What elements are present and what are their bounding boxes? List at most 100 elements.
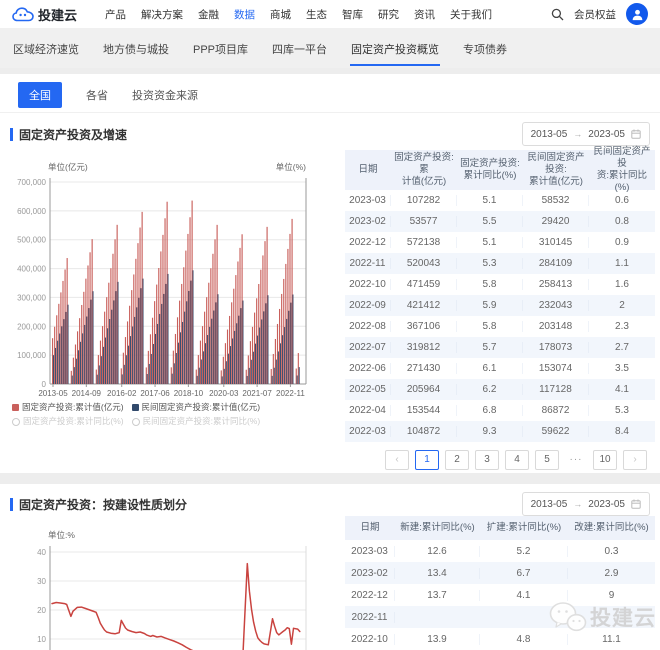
subnav-item-PPP项目库[interactable]: PPP项目库 xyxy=(193,44,249,56)
cell-value: 153544 xyxy=(391,405,457,416)
table-row: 2022-09 421412 5.9 232043 2 xyxy=(345,295,655,316)
svg-text:500,000: 500,000 xyxy=(17,236,46,245)
search-icon[interactable] xyxy=(551,8,564,21)
svg-text:40: 40 xyxy=(37,548,46,557)
legend-item[interactable]: 固定资产投资:累计同比(%) xyxy=(12,416,124,427)
pagination-page-1[interactable]: 1 xyxy=(415,450,439,470)
table-row: 2022-08 367106 5.8 203148 2.3 xyxy=(345,316,655,337)
cell-value: 178073 xyxy=(523,342,589,353)
table-row: 2022-12 572138 5.1 310145 0.9 xyxy=(345,232,655,253)
legend-label: 民间固定资产投资:累计同比(%) xyxy=(142,416,261,426)
svg-text:10: 10 xyxy=(37,635,46,644)
legend-item[interactable]: 固定资产投资:累计值(亿元) xyxy=(12,402,124,413)
filter-投资资金来源[interactable]: 投资资金来源 xyxy=(132,90,198,102)
nav-item-关于我们[interactable]: 关于我们 xyxy=(450,8,493,21)
legend-label: 固定资产投资:累计同比(%) xyxy=(23,416,124,426)
fixed-asset-investment-bar-chart[interactable]: 单位(亿元) 单位(%) 700,000 600,000 500,000 400,000 3… xyxy=(10,158,340,408)
cell-value: 520043 xyxy=(391,258,457,269)
table-row: 2022-11 520043 5.3 284109 1.1 xyxy=(345,253,655,274)
subnav-item-固定资产投资概览[interactable]: 固定资产投资概览 xyxy=(350,30,441,66)
column-header: 新建:累计同比(%) xyxy=(400,522,475,534)
cell-value: 104872 xyxy=(391,426,457,437)
membership-link[interactable]: 会员权益 xyxy=(574,8,616,21)
cell-value: 6.1 xyxy=(457,363,523,374)
cell-date: 2022-12 xyxy=(345,237,391,248)
cell-value: 5.2 xyxy=(480,545,568,557)
nav-item-产品[interactable]: 产品 xyxy=(105,8,127,21)
date-range-arrow: → xyxy=(573,129,583,139)
cell-date: 2022-10 xyxy=(345,633,395,645)
column-header: 扩建:累计同比(%) xyxy=(486,522,562,534)
cell-value: 2.7 xyxy=(615,342,629,353)
table-row: 2022-06 271430 6.1 153074 3.5 xyxy=(345,358,655,379)
subnav-item-地方债与城投[interactable]: 地方债与城投 xyxy=(103,44,169,56)
date-to: 2023-05 xyxy=(588,498,625,510)
cell-value: 205964 xyxy=(391,384,457,395)
pagination-page-5[interactable]: 5 xyxy=(535,450,559,470)
pagination-ellipsis[interactable]: ··· xyxy=(565,451,587,469)
cell-value: 5.7 xyxy=(457,342,523,353)
calendar-icon xyxy=(631,129,641,139)
pagination-prev-icon[interactable]: ‹ xyxy=(385,450,409,470)
construction-type-line-chart[interactable]: 单位:%40 30 20 10 xyxy=(10,528,340,650)
cell-value: 4.1 xyxy=(480,589,568,601)
nav-item-生态[interactable]: 生态 xyxy=(306,8,328,21)
legend-circle-icon xyxy=(12,417,20,426)
filter-各省[interactable]: 各省 xyxy=(86,90,108,102)
svg-text:单位:%: 单位:% xyxy=(48,530,75,540)
date-from: 2013-05 xyxy=(530,498,568,510)
nav-item-数据[interactable]: 数据 xyxy=(234,8,256,21)
calendar-icon xyxy=(631,499,641,509)
divider xyxy=(0,112,660,113)
cell-date: 2022-05 xyxy=(345,384,391,395)
section-investment-growth: 全国 各省 投资资金来源 固定资产投资及增速 2013-05 → 2023-05 单… xyxy=(0,74,660,473)
cell-value: 5.8 xyxy=(457,321,523,332)
cell-date: 2022-09 xyxy=(345,300,391,311)
column-header: 日期 xyxy=(360,522,380,534)
nav-item-资讯[interactable]: 资讯 xyxy=(414,8,436,21)
nav-item-解决方案[interactable]: 解决方案 xyxy=(141,8,184,21)
pagination-page-10[interactable]: 10 xyxy=(593,450,617,470)
cell-date: 2022-08 xyxy=(345,321,391,332)
cell-value: 8.4 xyxy=(615,426,629,437)
svg-text:300,000: 300,000 xyxy=(17,293,46,302)
pagination-page-2[interactable]: 2 xyxy=(445,450,469,470)
date-from: 2013-05 xyxy=(530,128,568,140)
logo[interactable]: 投建云 xyxy=(12,5,77,24)
cell-value: 1.1 xyxy=(615,258,629,269)
cell-value: 107282 xyxy=(391,195,457,206)
svg-text:600,000: 600,000 xyxy=(17,207,46,216)
pagination-page-3[interactable]: 3 xyxy=(475,450,499,470)
legend-label: 民间固定资产投资:累计值(亿元) xyxy=(141,402,261,412)
svg-text:30: 30 xyxy=(37,577,46,586)
cell-value: 6.8 xyxy=(457,405,523,416)
pagination-next-icon[interactable]: › xyxy=(623,450,647,470)
date-range-picker-1[interactable]: 2013-05 → 2023-05 xyxy=(521,122,650,146)
nav-item-金融[interactable]: 金融 xyxy=(198,8,220,21)
subnav-item-区域经济速览[interactable]: 区域经济速览 xyxy=(13,44,79,56)
table-row: 2023-02 53577 5.5 29420 0.8 xyxy=(345,211,655,232)
legend-item[interactable]: 民间固定资产投资:累计同比(%) xyxy=(131,416,261,427)
subnav-item-专项债券[interactable]: 专项债券 xyxy=(463,44,508,56)
nav-item-研究[interactable]: 研究 xyxy=(378,8,400,21)
table-row: 2023-03 12.6 5.2 0.3 xyxy=(345,540,655,562)
cell-date: 2022-03 xyxy=(345,426,391,437)
subnav-item-四库一平台[interactable]: 四库一平台 xyxy=(272,44,328,56)
column-header: 民间固定资产投资: 累计值(亿元) xyxy=(527,152,585,187)
investment-data-table: 日期 固定资产投资:累 计值(亿元) 固定资产投资: 累计同比(%) 民间固定资产投资: 累… xyxy=(345,146,655,442)
cell-value: 284109 xyxy=(523,258,589,269)
nav-item-智库[interactable]: 智库 xyxy=(342,8,364,21)
svg-text:单位(%): 单位(%) xyxy=(276,162,306,172)
main-nav: 产品 解决方案 金融 数据 商城 生态 智库 研究 资讯 关于我们 xyxy=(105,7,492,22)
cell-value: 29420 xyxy=(523,216,589,227)
table-row: 2022-10 471459 5.8 258413 1.6 xyxy=(345,274,655,295)
legend-item[interactable]: 民间固定资产投资:累计值(亿元) xyxy=(131,402,261,413)
cell-value: 5.9 xyxy=(457,300,523,311)
avatar[interactable] xyxy=(626,3,648,25)
filter-全国[interactable]: 全国 xyxy=(18,82,62,108)
nav-item-商城[interactable]: 商城 xyxy=(270,8,292,21)
cell-value: 11.1 xyxy=(602,633,621,645)
date-range-picker-2[interactable]: 2013-05 → 2023-05 xyxy=(521,492,650,516)
pagination-page-4[interactable]: 4 xyxy=(505,450,529,470)
